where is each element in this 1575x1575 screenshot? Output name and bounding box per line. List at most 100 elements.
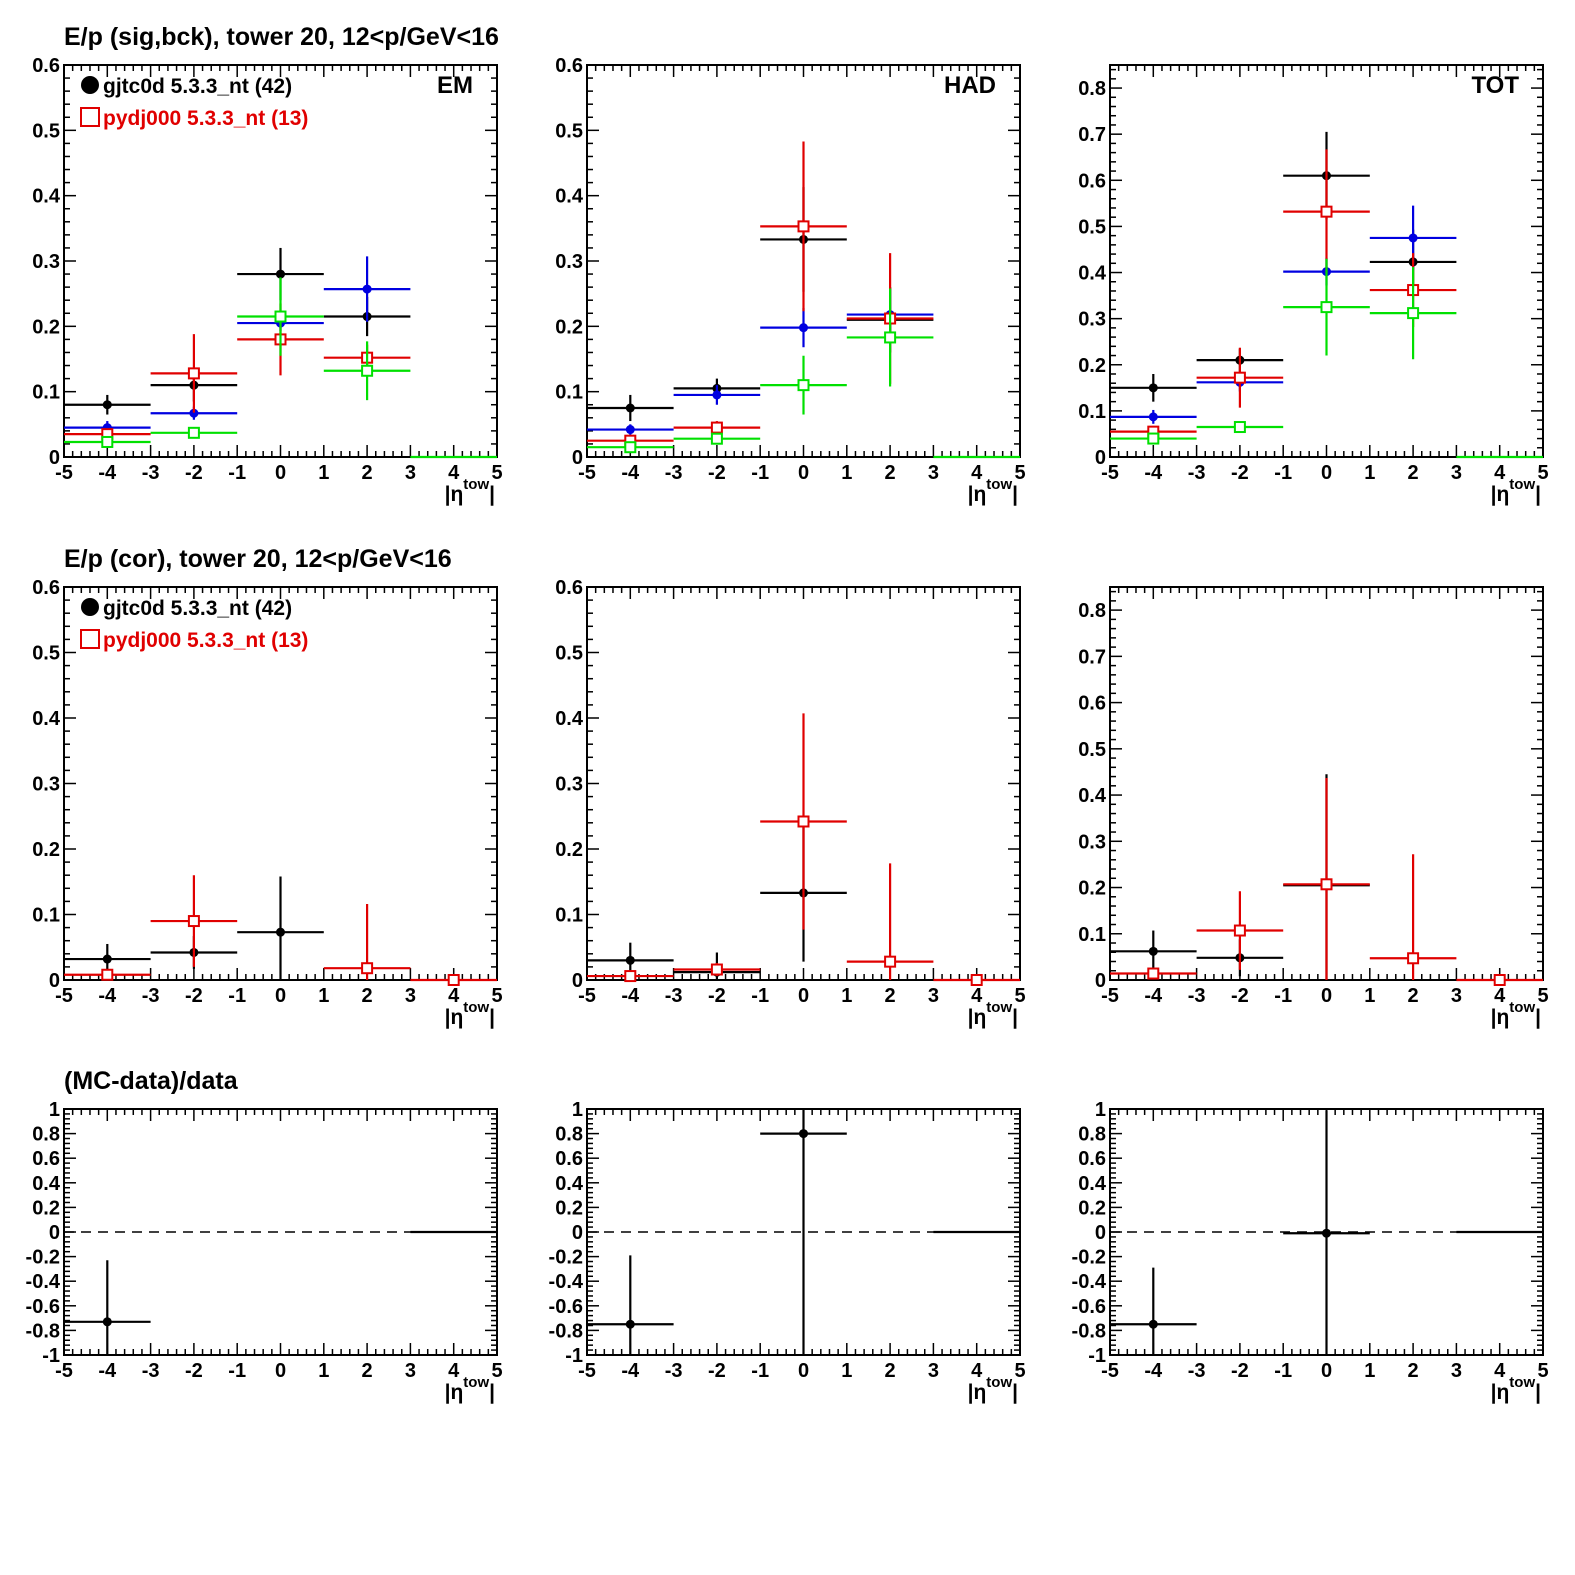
x-tick-label: -5 <box>1101 1360 1119 1382</box>
y-tick-label: 0.4 <box>32 1173 61 1195</box>
x-tick-label: 1 <box>1364 985 1375 1007</box>
y-tick-label: 0.2 <box>555 316 583 338</box>
data-point <box>64 394 151 415</box>
x-tick-label: 0 <box>1321 1360 1332 1382</box>
y-tick-label: -1 <box>1088 1345 1106 1367</box>
data-series-2 <box>587 713 1020 986</box>
data-point <box>673 421 761 435</box>
y-tick-label: 0.1 <box>32 905 60 927</box>
marker-filled-circle <box>799 1129 808 1139</box>
data-series-2 <box>1110 205 1457 424</box>
x-tick-label: 2 <box>362 1360 373 1382</box>
data-point <box>64 968 151 981</box>
y-tick-label: 0.4 <box>32 186 61 208</box>
x-tick-label: -2 <box>185 462 203 484</box>
chart-panel-3: -5 -4 -3 -2 -1 0 1 2 3 4 5 0 0.1 0.2 0.3 0.4 0.5 0.6 0.7 0.… <box>1078 64 1549 506</box>
marker-open-square <box>361 364 374 377</box>
x-tick-label: 5 <box>1014 985 1025 1007</box>
data-series-2 <box>64 875 497 986</box>
y-tick-label: -0.4 <box>1072 1271 1107 1293</box>
y-tick-label: 0.8 <box>1078 600 1106 622</box>
x-tick-label: 4 <box>448 985 460 1007</box>
x-tick-label: 5 <box>491 1360 502 1382</box>
x-tick-label: -2 <box>708 1360 726 1382</box>
x-tick-label: -2 <box>708 985 726 1007</box>
data-point <box>1369 266 1457 360</box>
legend-marker-open-square <box>80 629 100 649</box>
y-tick-label: 0.5 <box>555 643 583 665</box>
x-tick-label: 5 <box>1537 1360 1548 1382</box>
x-tick-label: 0 <box>798 985 809 1007</box>
y-tick-label: -0.8 <box>26 1320 60 1342</box>
y-tick-label: 0.2 <box>1078 355 1106 377</box>
data-point <box>760 141 847 312</box>
marker-filled-circle <box>1148 1319 1158 1329</box>
marker-filled-circle <box>102 1317 112 1327</box>
marker-filled-circle <box>712 390 722 400</box>
y-tick-label: 0.6 <box>32 577 60 599</box>
data-series-3 <box>587 141 934 447</box>
y-tick-label: 1 <box>49 1099 60 1121</box>
data-series-3 <box>1110 149 1457 438</box>
data-point <box>673 385 761 405</box>
y-tick-label: 0.8 <box>555 1124 583 1146</box>
data-point <box>933 974 1020 986</box>
marker-open-square <box>187 915 200 928</box>
x-tick-label: 5 <box>1537 985 1548 1007</box>
x-tick-label: 2 <box>885 1360 896 1382</box>
x-tick-label: -4 <box>1144 985 1163 1007</box>
x-tick-label: 2 <box>885 985 896 1007</box>
marker-open-square <box>1320 205 1333 218</box>
chart-panel-2: -5 -4 -3 -2 -1 0 1 2 3 4 5 0 0.1 0.2 0.3 0.4 0.5 0.6 |ηtow… <box>555 55 1025 506</box>
x-tick-label: -1 <box>228 462 246 484</box>
marker-open-square <box>710 963 723 976</box>
y-tick-label: 0.1 <box>555 382 583 404</box>
x-tick-label: 3 <box>928 462 939 484</box>
marker-open-square <box>447 974 460 986</box>
data-point <box>323 256 411 322</box>
data-point <box>150 875 238 967</box>
y-tick-label: 0.5 <box>32 643 60 665</box>
x-tick-label: 4 <box>971 1360 983 1382</box>
x-tick-label: -4 <box>98 985 117 1007</box>
x-tick-label: 1 <box>318 985 329 1007</box>
x-tick-label: 4 <box>1494 462 1506 484</box>
y-tick-label: -0.6 <box>1072 1296 1106 1318</box>
data-series-2 <box>587 288 934 435</box>
y-tick-label: -0.2 <box>26 1247 60 1269</box>
data-point <box>1283 149 1370 274</box>
marker-filled-circle <box>1148 946 1158 956</box>
y-tick-label: 0.3 <box>555 774 583 796</box>
y-tick-label: 0.1 <box>555 905 583 927</box>
marker-open-square <box>361 962 374 975</box>
data-point <box>150 426 238 439</box>
x-axis-label: |ηtow| <box>445 1374 495 1404</box>
y-tick-label: 0.2 <box>1078 1197 1106 1219</box>
y-tick-label: -0.8 <box>549 1320 583 1342</box>
x-tick-label: -1 <box>751 1360 769 1382</box>
y-tick-label: 0.1 <box>32 382 60 404</box>
x-tick-label: -5 <box>1101 462 1119 484</box>
data-point <box>846 288 934 387</box>
x-tick-label: -4 <box>621 985 640 1007</box>
data-point <box>1456 974 1543 986</box>
data-point <box>1110 373 1197 402</box>
x-tick-label: -4 <box>621 1360 640 1382</box>
x-tick-label: -1 <box>228 985 246 1007</box>
y-tick-label: 0.6 <box>1078 1148 1106 1170</box>
legend-marker-filled-circle <box>81 76 99 94</box>
x-tick-label: -1 <box>751 462 769 484</box>
x-tick-label: 0 <box>275 985 286 1007</box>
x-tick-label: -4 <box>98 1360 117 1382</box>
x-tick-label: -5 <box>55 1360 73 1382</box>
data-point <box>760 713 847 930</box>
x-axis-label: |ηtow| <box>968 999 1018 1029</box>
y-tick-label: 0.8 <box>1078 78 1106 100</box>
x-axis-label: |ηtow| <box>968 1374 1018 1404</box>
y-tick-label: 0.6 <box>555 577 583 599</box>
data-point <box>64 1260 151 1355</box>
y-tick-label: 0 <box>49 1222 60 1244</box>
x-axis-label: |ηtow| <box>968 476 1018 506</box>
y-tick-label: 0 <box>572 1222 583 1244</box>
x-tick-label: -3 <box>665 985 683 1007</box>
